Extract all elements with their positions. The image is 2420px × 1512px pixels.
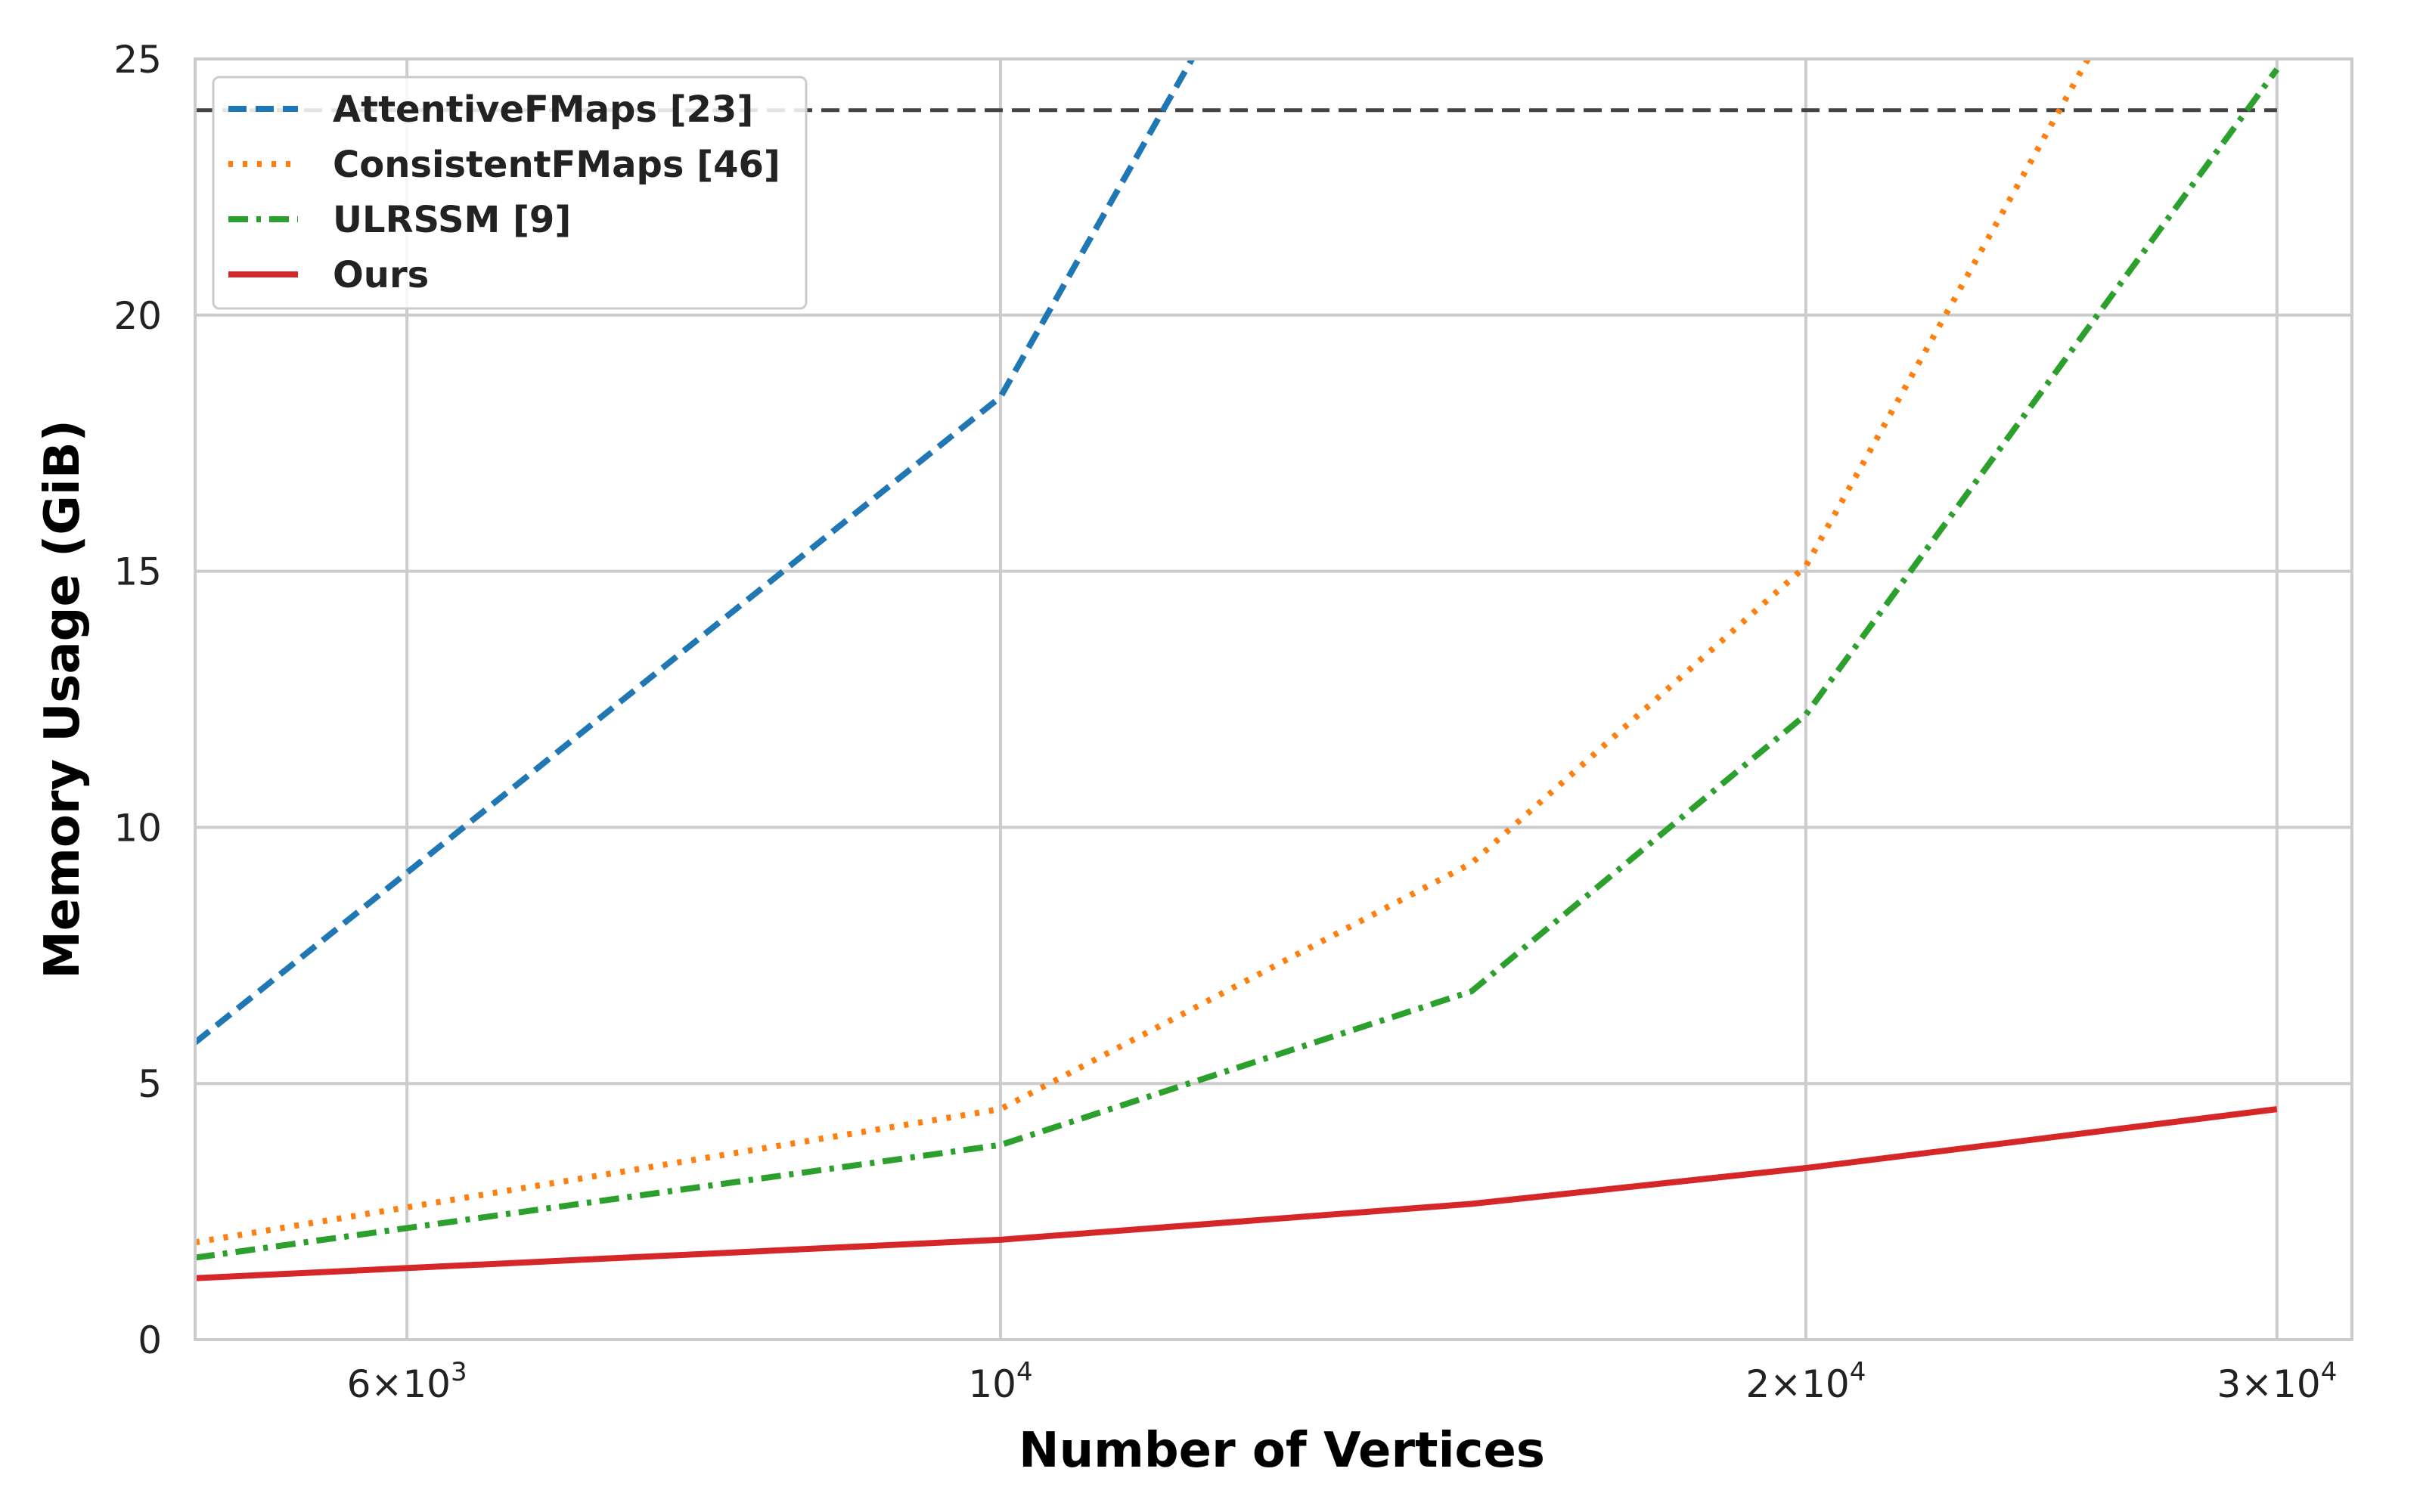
x-tick-label: 2×104: [1745, 1357, 1866, 1406]
legend-label: ConsistentFMaps [46]: [333, 144, 780, 186]
x-tick-label: 3×104: [2217, 1357, 2337, 1406]
x-tick-labels: 6×103 104 2×104 3×104: [347, 1357, 2338, 1406]
y-tick-labels: 0 5 10 15 20 25: [113, 38, 162, 1362]
legend: AttentiveFMaps [23] ConsistentFMaps [46] U…: [212, 76, 808, 310]
series-lines: [195, 59, 2280, 1281]
y-tick-label: 25: [113, 38, 162, 82]
legend-label: Ours: [333, 254, 429, 296]
y-axis-title: Memory Usage (GiB): [35, 420, 91, 979]
x-tick-label: 6×103: [347, 1357, 467, 1406]
y-tick-label: 5: [138, 1062, 162, 1106]
y-tick-label: 10: [113, 806, 162, 850]
y-tick-label: 20: [113, 294, 162, 338]
series-line: [195, 59, 1196, 1046]
legend-label: ULRSSM [9]: [333, 199, 571, 241]
plot-frame: [194, 57, 2353, 1341]
series-line: [195, 67, 2280, 1261]
series-line: [195, 1106, 2278, 1281]
legend-box: [212, 76, 808, 310]
x-axis-title: Number of Vertices: [1019, 1423, 1545, 1479]
legend-label: AttentiveFMaps [23]: [333, 88, 753, 131]
y-tick-label: 0: [138, 1318, 162, 1362]
y-tick-label: 15: [113, 550, 162, 594]
x-tick-label: 104: [968, 1357, 1032, 1406]
